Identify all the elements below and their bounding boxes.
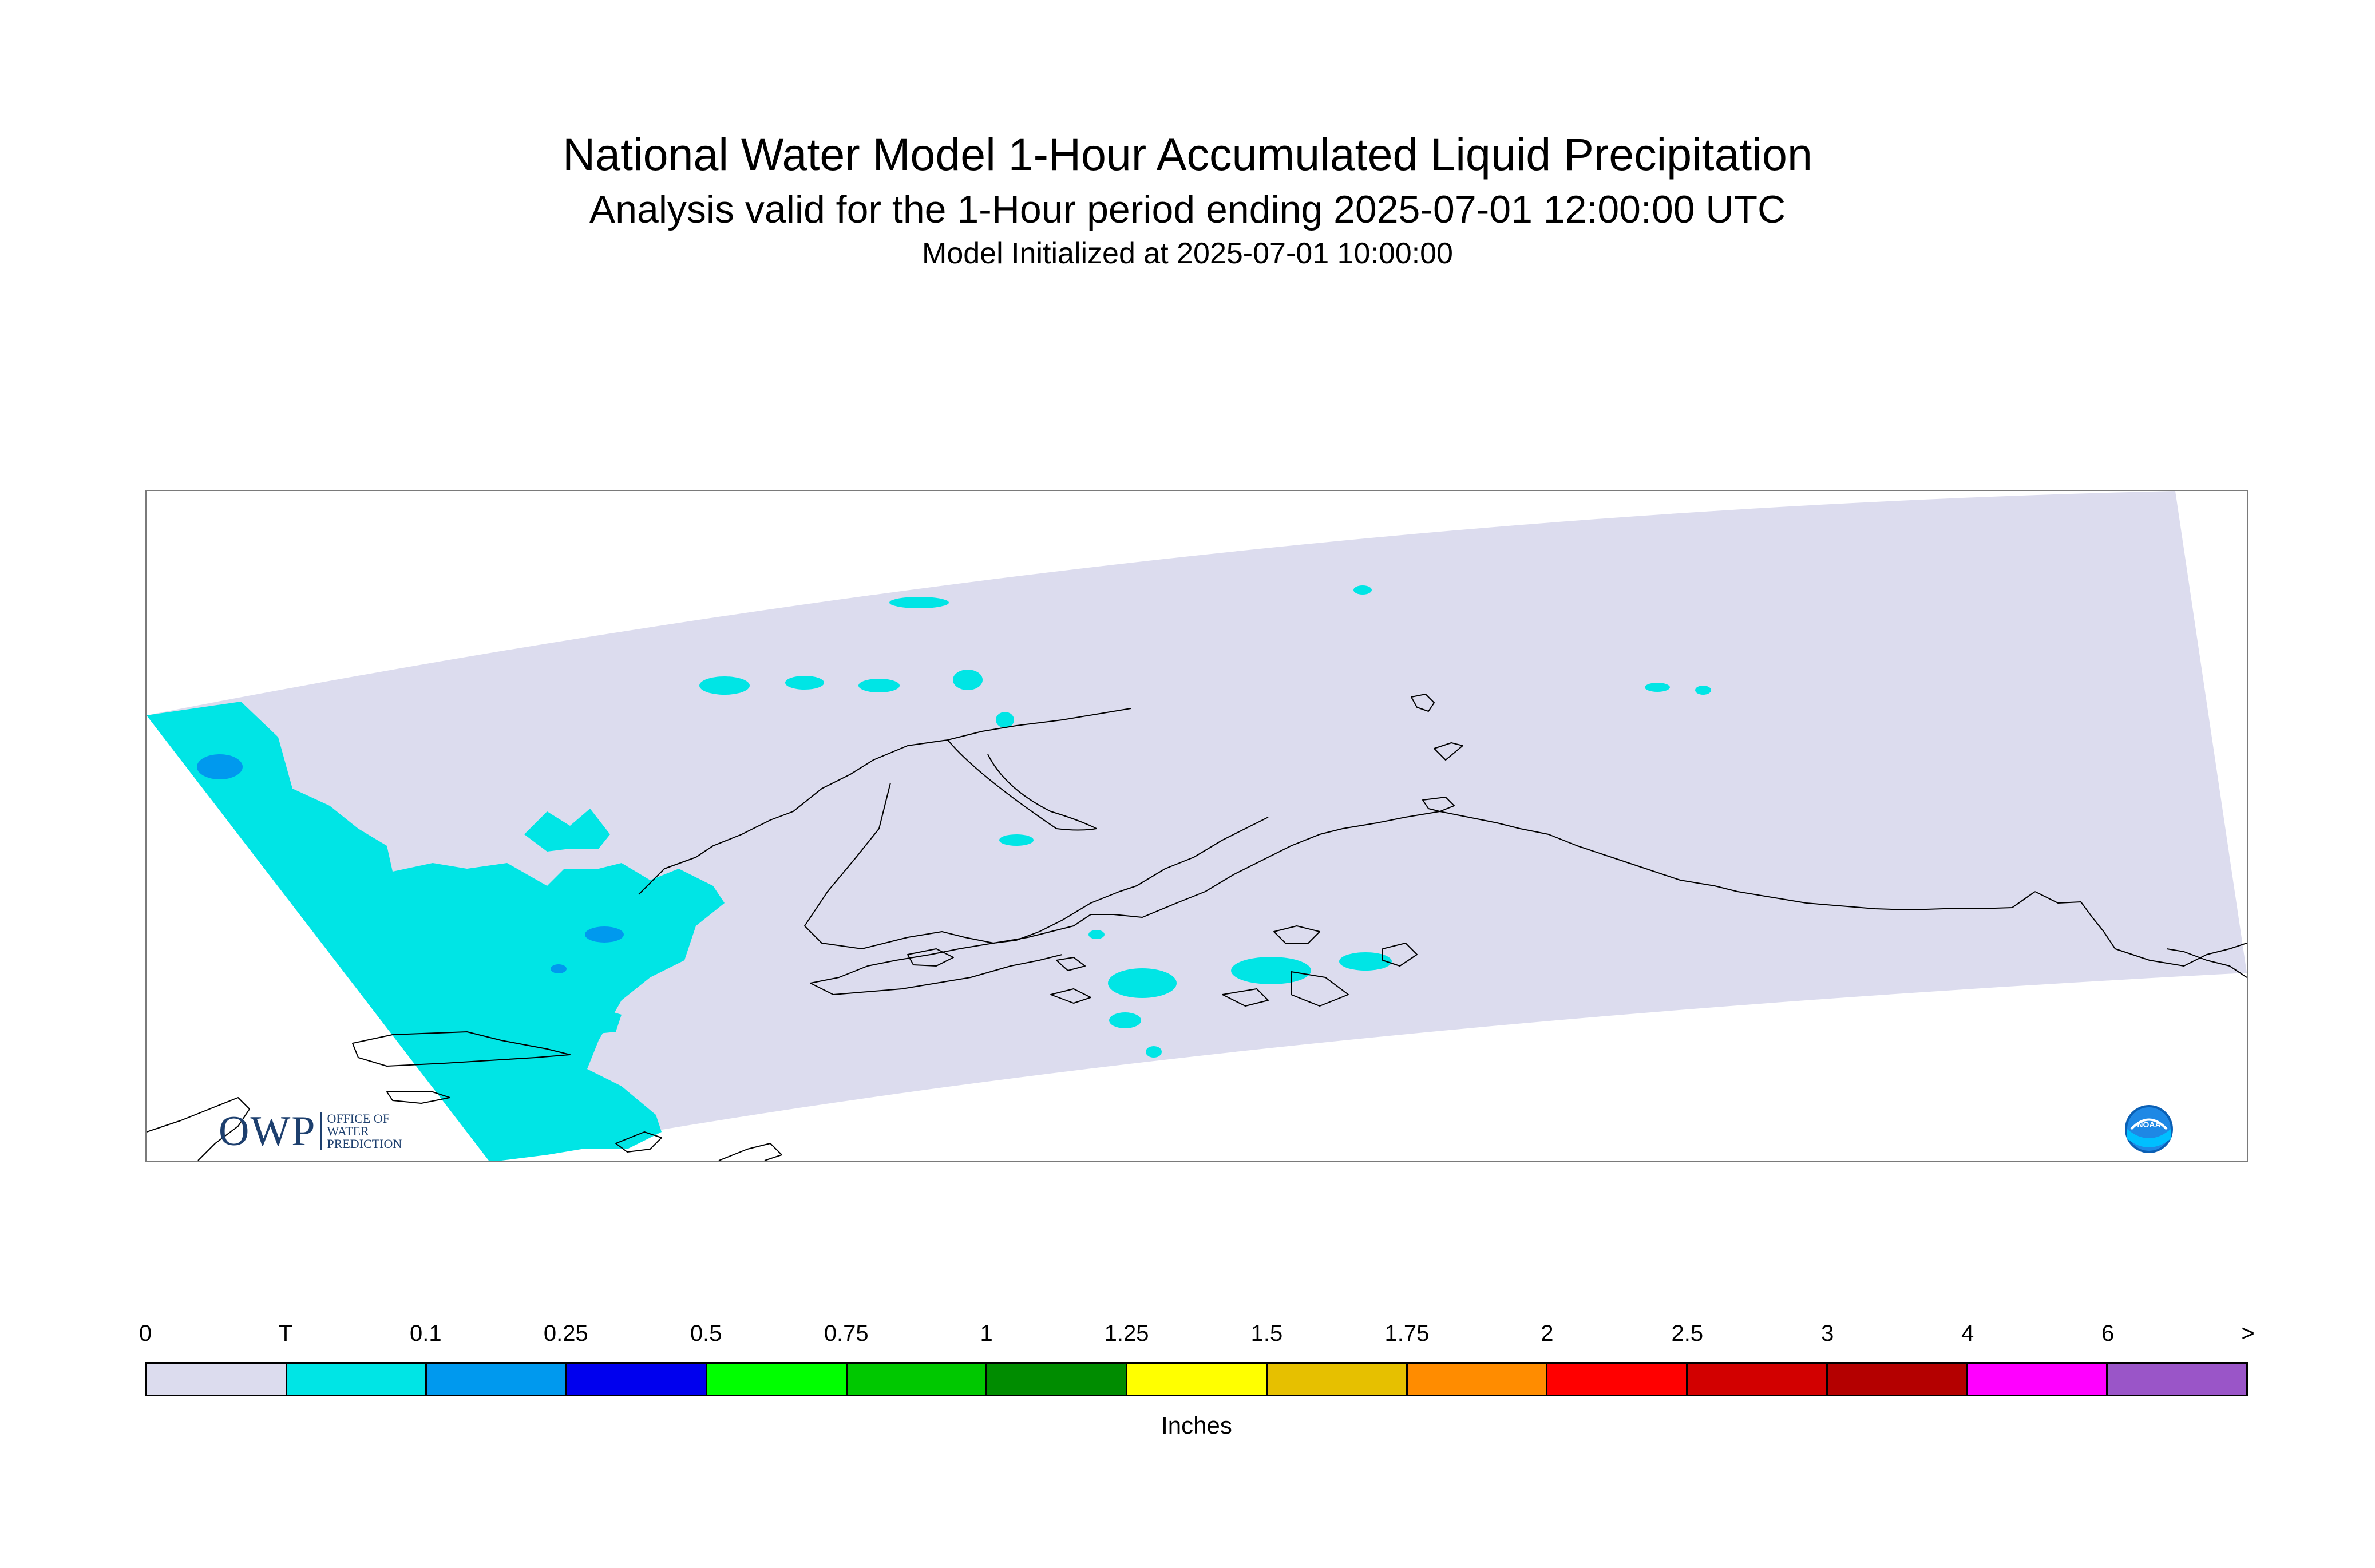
coastline-mainland — [638, 708, 2247, 967]
precip-area-bay-4 — [1146, 1046, 1162, 1058]
precip-area-north-6 — [1353, 585, 1372, 595]
coastline-lake-3 — [1411, 694, 1463, 761]
legend-swatch — [847, 1364, 988, 1395]
precip-area-north-1 — [699, 676, 750, 695]
precip-area-north-7 — [996, 712, 1014, 728]
legend-swatch — [567, 1364, 707, 1395]
coastline-lake-1 — [907, 948, 954, 967]
legend-units: Inches — [1161, 1412, 1232, 1439]
legend-label: T — [278, 1321, 293, 1346]
legend-label: 0.75 — [824, 1321, 869, 1346]
owp-logo-separator — [320, 1112, 323, 1150]
legend-swatch — [2108, 1364, 2247, 1395]
legend-label: 1.75 — [1384, 1321, 1430, 1346]
coastline-southwest-4 — [718, 1143, 782, 1161]
legend-swatch — [427, 1364, 568, 1395]
legend-label: 2.5 — [1671, 1321, 1704, 1346]
precip-area-north-8 — [1645, 683, 1670, 692]
legend-swatch — [1267, 1364, 1408, 1395]
precip-light-2 — [585, 926, 624, 943]
legend-swatch — [987, 1364, 1128, 1395]
legend-label: 6 — [2101, 1321, 2115, 1346]
precip-area-coast-2 — [999, 834, 1034, 846]
precip-area-north-4 — [953, 670, 983, 690]
precip-area-central — [524, 809, 610, 852]
noaa-emblem-icon: NOAA — [2125, 1105, 2173, 1153]
noaa-logo: NOAA — [2124, 1104, 2174, 1154]
precip-light-1 — [197, 754, 243, 779]
legend-label: 0.1 — [410, 1321, 442, 1346]
precip-area-bay-3 — [1339, 952, 1392, 971]
precip-area-north-5 — [889, 597, 949, 608]
legend-label: 1.5 — [1250, 1321, 1283, 1346]
precip-area-coast-1 — [1088, 930, 1105, 939]
legend-swatch — [1407, 1364, 1548, 1395]
legend-swatch — [1127, 1364, 1268, 1395]
legend-label: 0.25 — [543, 1321, 588, 1346]
legend-label: 0.5 — [690, 1321, 722, 1346]
model-domain — [147, 491, 2247, 1161]
map-subtitle: Analysis valid for the 1-Hour period end… — [589, 188, 1786, 231]
precip-area-north-2 — [785, 676, 824, 690]
legend-labels: 0 T 0.1 0.25 0.5 0.75 1 1.25 1.5 1.75 2 2.5 3 4 6 > — [139, 1320, 2255, 1348]
legend-label: 0 — [138, 1321, 152, 1346]
precip-area-bay-1 — [1109, 1012, 1141, 1028]
coastline-lake-4 — [1056, 957, 1086, 971]
map-panel: OWP OFFICE OF WATER PREDICTION NOAA — [145, 490, 2248, 1162]
owp-logo: OWP OFFICE OF WATER PREDICTION — [219, 1106, 402, 1157]
precip-area-south — [559, 1006, 622, 1035]
legend-label: 1.25 — [1104, 1321, 1149, 1346]
legend-swatch — [707, 1364, 848, 1395]
legend-label: 2 — [1541, 1321, 1554, 1346]
coastline-southeast — [2166, 948, 2247, 978]
coastline-southwest-5 — [615, 1131, 662, 1153]
legend-swatch — [287, 1364, 428, 1395]
model-init-time: Model Initialized at 2025-07-01 10:00:00 — [922, 237, 1453, 270]
legend-swatch — [1547, 1364, 1688, 1395]
precip-area-west — [147, 702, 725, 1161]
precip-area-north-9 — [1695, 686, 1711, 695]
legend-swatch — [147, 1364, 287, 1395]
legend-label: 3 — [1821, 1321, 1834, 1346]
legend-swatch — [1827, 1364, 1968, 1395]
map-title: National Water Model 1-Hour Accumulated … — [563, 129, 1812, 180]
legend-label: > — [2241, 1321, 2255, 1346]
coastline-southwest-1 — [352, 1031, 571, 1067]
legend-label: 4 — [1961, 1321, 1974, 1346]
precip-light-3 — [551, 964, 567, 973]
owp-logo-subtext: OFFICE OF WATER PREDICTION — [327, 1111, 402, 1151]
coastline-peninsula — [810, 817, 1269, 995]
coastline-southwest-2 — [386, 1091, 450, 1104]
legend-label: 1 — [980, 1321, 993, 1346]
noaa-logo-text: NOAA — [2137, 1120, 2160, 1129]
map-canvas — [147, 491, 2247, 1161]
coastline-lake-2 — [1422, 797, 1455, 812]
coastline-islands — [1050, 925, 1418, 1007]
legend-colorbar — [145, 1362, 2248, 1396]
legend-swatch — [1968, 1364, 2108, 1395]
precip-area-north-3 — [858, 679, 900, 692]
legend-swatch — [1688, 1364, 1828, 1395]
precip-area-bay-2 — [1231, 957, 1311, 984]
owp-logo-text: OWP — [219, 1108, 316, 1155]
precip-area-peninsula — [1108, 968, 1177, 998]
coastline-southwest-3 — [147, 1097, 250, 1161]
